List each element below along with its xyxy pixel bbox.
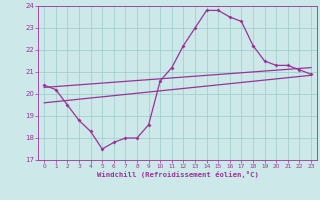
X-axis label: Windchill (Refroidissement éolien,°C): Windchill (Refroidissement éolien,°C) <box>97 171 259 178</box>
